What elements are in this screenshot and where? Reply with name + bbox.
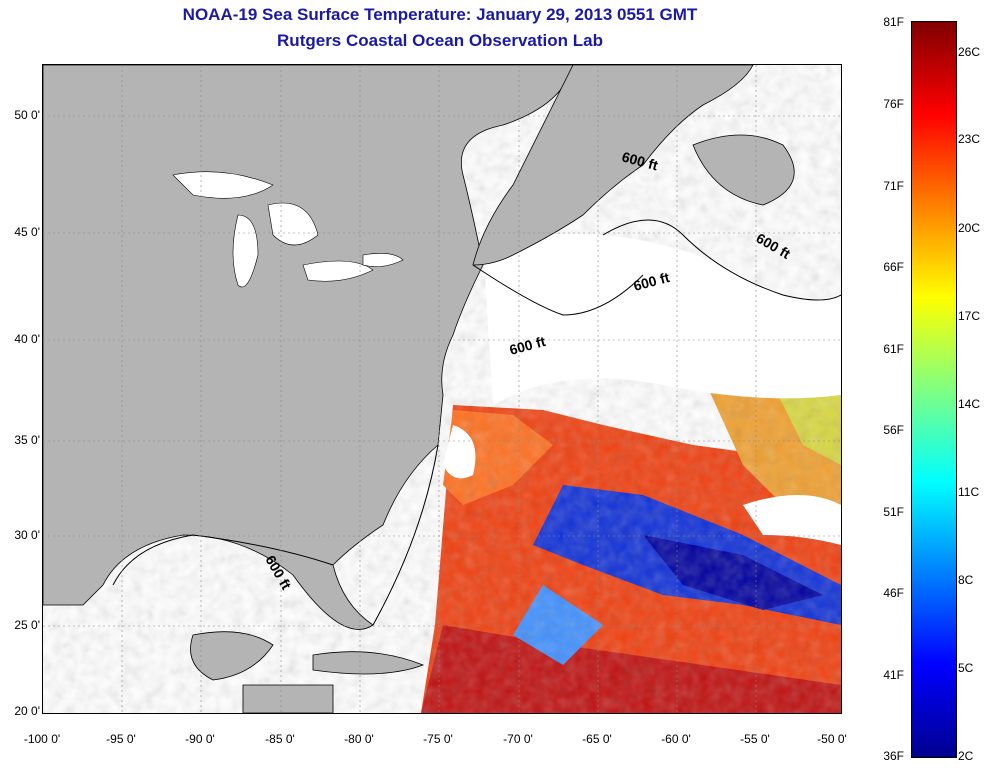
colorbar-f-label: 66F: [883, 260, 904, 274]
land-mass: [43, 65, 795, 713]
lat-label: 30 0': [14, 528, 40, 542]
colorbar-f-label: 41F: [883, 668, 904, 682]
graticule: [43, 65, 841, 713]
colorbar-f-label: 36F: [883, 749, 904, 763]
sst-map: 600 ft 600 ft 600 ft 600 ft 600 ft: [42, 64, 842, 714]
lon-label: -80 0': [344, 732, 374, 746]
colorbar-c-label: 20C: [958, 221, 981, 235]
lon-label: -75 0': [423, 732, 453, 746]
colorbar-c-label: 2C: [958, 749, 974, 763]
lon-label: -85 0': [265, 732, 295, 746]
colorbar-c-label: 23C: [958, 132, 981, 146]
colorbar-c-label: 17C: [958, 309, 981, 323]
lat-label: 20 0': [14, 704, 40, 718]
colorbar-f-label: 76F: [883, 97, 904, 111]
colorbar-f-label: 81F: [883, 15, 904, 29]
colorbar-f-label: 71F: [883, 179, 904, 193]
great-lakes: [172, 171, 404, 288]
lon-label: -95 0': [106, 732, 136, 746]
lat-label: 45 0': [14, 225, 40, 239]
colorbar-f-label: 56F: [883, 423, 904, 437]
colorbar-f-label: 51F: [883, 505, 904, 519]
lon-label: -50 0': [817, 732, 847, 746]
colorbar-c-label: 8C: [958, 573, 974, 587]
lon-label: -100 0': [23, 732, 61, 746]
lon-label: -90 0': [185, 732, 215, 746]
lon-label: -70 0': [503, 732, 533, 746]
colorbar-c-label: 11C: [958, 485, 980, 499]
lat-label: 35 0': [14, 433, 40, 447]
600ft-contour: [112, 219, 841, 626]
colorbar-f-label: 46F: [883, 586, 904, 600]
colorbar-f-label: 61F: [883, 342, 904, 356]
lon-label: -65 0': [582, 732, 612, 746]
map-title: NOAA-19 Sea Surface Temperature: January…: [182, 5, 698, 24]
colorbar-c-label: 26C: [958, 45, 981, 59]
lat-label: 25 0': [14, 618, 40, 632]
colorbar-c-label: 5C: [958, 661, 974, 675]
lat-label: 40 0': [14, 332, 40, 346]
colorbar: [911, 21, 957, 758]
lon-label: -60 0': [661, 732, 691, 746]
lat-label: 50 0': [14, 108, 40, 122]
colorbar-c-label: 14C: [958, 397, 981, 411]
lon-label: -55 0': [740, 732, 770, 746]
map-subtitle: Rutgers Coastal Ocean Observation Lab: [277, 31, 603, 50]
